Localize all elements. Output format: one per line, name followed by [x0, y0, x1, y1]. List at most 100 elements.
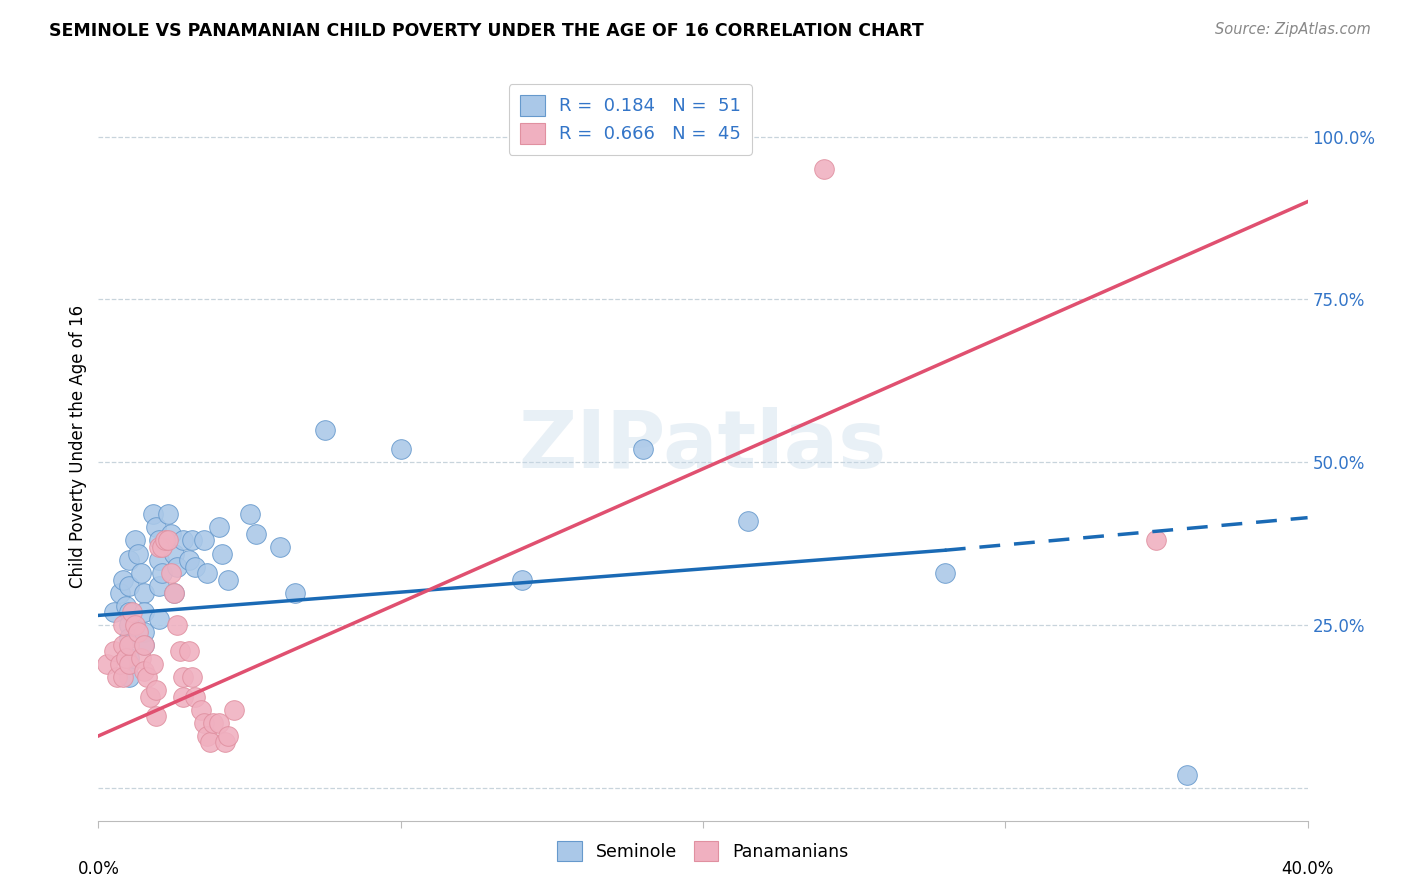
Point — [111, 618, 134, 632]
Point — [737, 514, 759, 528]
Point — [132, 585, 155, 599]
Point — [195, 729, 218, 743]
Point — [142, 508, 165, 522]
Point — [160, 566, 183, 580]
Point — [132, 624, 155, 639]
Point — [132, 605, 155, 619]
Point — [103, 644, 125, 658]
Point — [153, 533, 176, 548]
Point — [118, 553, 141, 567]
Point — [224, 703, 246, 717]
Point — [179, 553, 201, 567]
Point — [160, 527, 183, 541]
Point — [214, 735, 236, 749]
Point — [195, 566, 218, 580]
Text: SEMINOLE VS PANAMANIAN CHILD POVERTY UNDER THE AGE OF 16 CORRELATION CHART: SEMINOLE VS PANAMANIAN CHILD POVERTY UND… — [49, 22, 924, 40]
Point — [108, 657, 131, 672]
Point — [111, 670, 134, 684]
Point — [121, 605, 143, 619]
Point — [184, 690, 207, 704]
Point — [163, 547, 186, 561]
Point — [934, 566, 956, 580]
Point — [139, 690, 162, 704]
Point — [184, 559, 207, 574]
Point — [103, 605, 125, 619]
Point — [114, 599, 136, 613]
Point — [145, 709, 167, 723]
Point — [181, 670, 204, 684]
Point — [1175, 768, 1198, 782]
Point — [150, 566, 173, 580]
Point — [118, 650, 141, 665]
Point — [314, 423, 336, 437]
Point — [172, 690, 194, 704]
Text: Source: ZipAtlas.com: Source: ZipAtlas.com — [1215, 22, 1371, 37]
Legend: Seminole, Panamanians: Seminole, Panamanians — [550, 834, 856, 868]
Point — [163, 585, 186, 599]
Point — [166, 559, 188, 574]
Point — [129, 566, 152, 580]
Point — [132, 638, 155, 652]
Point — [181, 533, 204, 548]
Point — [208, 715, 231, 730]
Point — [269, 540, 291, 554]
Point — [111, 573, 134, 587]
Point — [105, 670, 128, 684]
Point — [145, 520, 167, 534]
Point — [127, 624, 149, 639]
Point — [148, 553, 170, 567]
Point — [166, 618, 188, 632]
Point — [510, 573, 533, 587]
Point — [631, 442, 654, 457]
Point — [145, 683, 167, 698]
Point — [148, 533, 170, 548]
Point — [118, 579, 141, 593]
Point — [129, 650, 152, 665]
Point — [127, 547, 149, 561]
Y-axis label: Child Poverty Under the Age of 16: Child Poverty Under the Age of 16 — [69, 304, 87, 588]
Point — [118, 631, 141, 645]
Point — [156, 533, 179, 548]
Point — [118, 670, 141, 684]
Text: ZIPatlas: ZIPatlas — [519, 407, 887, 485]
Point — [118, 605, 141, 619]
Point — [132, 638, 155, 652]
Point — [135, 670, 157, 684]
Point — [132, 664, 155, 678]
Point — [202, 715, 225, 730]
Point — [124, 618, 146, 632]
Point — [172, 533, 194, 548]
Point — [208, 520, 231, 534]
Point — [179, 644, 201, 658]
Point — [148, 612, 170, 626]
Text: 40.0%: 40.0% — [1281, 860, 1334, 878]
Point — [150, 540, 173, 554]
Point — [108, 585, 131, 599]
Point — [111, 638, 134, 652]
Point — [156, 508, 179, 522]
Point — [239, 508, 262, 522]
Point — [118, 638, 141, 652]
Point — [114, 650, 136, 665]
Point — [193, 715, 215, 730]
Point — [118, 657, 141, 672]
Point — [163, 585, 186, 599]
Point — [1144, 533, 1167, 548]
Text: 0.0%: 0.0% — [77, 860, 120, 878]
Point — [245, 527, 267, 541]
Point — [217, 573, 239, 587]
Point — [813, 162, 835, 177]
Point — [193, 533, 215, 548]
Point — [124, 533, 146, 548]
Point — [172, 670, 194, 684]
Point — [217, 729, 239, 743]
Point — [200, 735, 222, 749]
Point — [389, 442, 412, 457]
Point — [190, 703, 212, 717]
Point — [96, 657, 118, 672]
Point — [118, 657, 141, 672]
Point — [142, 657, 165, 672]
Point — [118, 618, 141, 632]
Point — [284, 585, 307, 599]
Point — [169, 644, 191, 658]
